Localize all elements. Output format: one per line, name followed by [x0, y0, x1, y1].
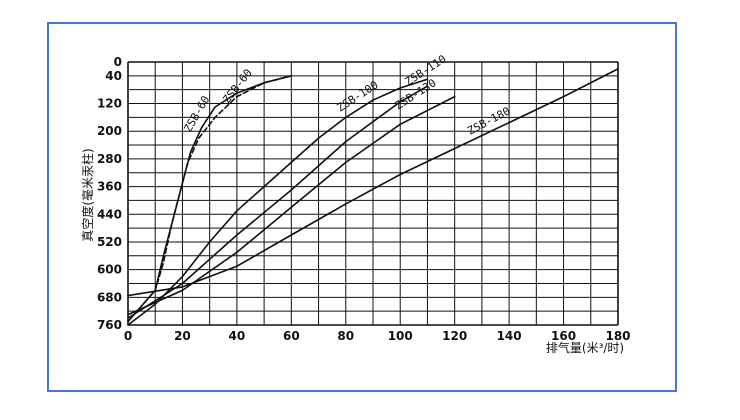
y-tick-label: 680: [97, 290, 122, 304]
x-tick-label: 120: [442, 329, 467, 343]
x-tick-label: 100: [388, 329, 413, 343]
series-line-zsb-180: [127, 68, 619, 297]
series-line-zsb-130: [127, 95, 456, 316]
y-axis-title: 真空度(毫米汞柱): [80, 148, 95, 241]
series-line-zsb-100: [127, 78, 429, 326]
x-tick-label: 0: [124, 329, 132, 343]
x-tick-labels: 0 20 40 60 80 100 120 140 160 180: [124, 329, 631, 343]
series-lines: [127, 68, 619, 326]
y-tick-label: 440: [97, 207, 122, 221]
x-tick-label: 160: [551, 329, 576, 343]
x-tick-label: 40: [229, 329, 246, 343]
chart-frame: [47, 22, 677, 392]
series-line-zsb-60-dashed: [127, 75, 293, 323]
y-tick-label: 760: [97, 318, 122, 332]
series-line-zsb-60: [127, 75, 293, 323]
y-tick-label: 0: [114, 55, 122, 69]
y-tick-label: 360: [97, 180, 122, 194]
y-tick-label: 520: [97, 235, 122, 249]
y-tick-label: 40: [105, 69, 122, 83]
grid: [127, 61, 619, 326]
y-tick-label: 600: [97, 263, 122, 277]
series-label: ZSB-60: [220, 67, 255, 106]
x-tick-label: 180: [605, 329, 630, 343]
series-label: ZSB-60: [181, 94, 212, 135]
series-line-zsb-110: [127, 85, 429, 319]
x-tick-label: 80: [337, 329, 354, 343]
y-tick-label: 280: [97, 152, 122, 166]
y-tick-label: 120: [97, 97, 122, 111]
y-tick-label: 200: [97, 124, 122, 138]
x-tick-label: 20: [174, 329, 191, 343]
y-tick-labels: 040 120 200 280 360 440 520 600 680 760: [97, 55, 122, 332]
x-tick-label: 140: [497, 329, 522, 343]
x-tick-label: 60: [283, 329, 300, 343]
x-axis-title: 排气量(米³/时): [546, 340, 624, 355]
